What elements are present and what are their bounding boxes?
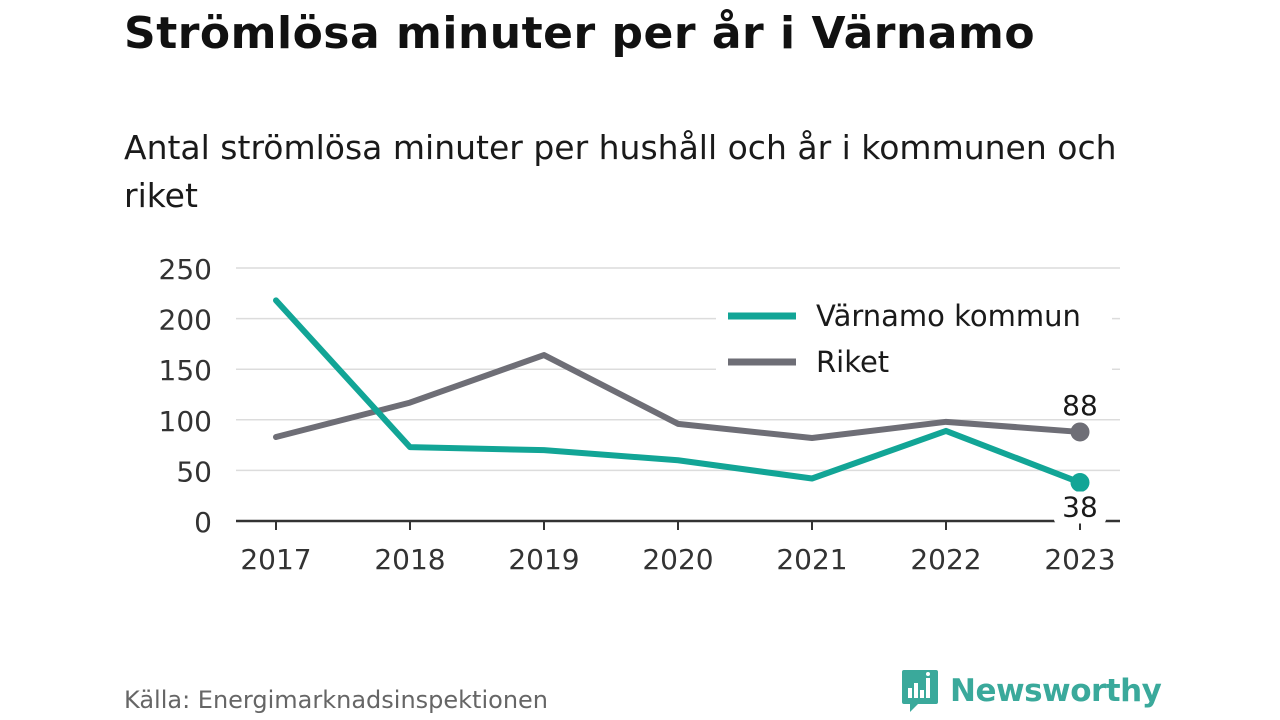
x-tick-label: 2018 [374,543,445,576]
x-tick-label: 2019 [508,543,579,576]
legend: Värnamo kommun Riket [716,292,1112,384]
y-tick-label: 250 [159,253,212,286]
source-note: Källa: Energimarknadsinspektionen [124,686,549,714]
end-label: 88 [1062,389,1098,422]
y-tick-label: 0 [194,506,212,539]
series-lines [273,297,1090,493]
y-tick-label: 50 [176,455,212,488]
end-labels: 38 88 [1054,389,1106,524]
newsworthy-logo-icon [902,670,938,712]
x-tick-label: 2023 [1044,543,1115,576]
chart-subtitle: Antal strömlösa minuter per hushåll och … [124,128,1117,215]
x-tick-label: 2022 [910,543,981,576]
y-axis-tick-labels: 0 50 100 150 200 250 [159,253,212,539]
x-tick-label: 2017 [240,543,311,576]
brand-name: Newsworthy [950,673,1162,709]
y-tick-label: 150 [159,354,212,387]
x-tick-label: 2020 [642,543,713,576]
series-end-point [1070,422,1090,442]
x-tick-label: 2021 [776,543,847,576]
series-line [273,352,1083,442]
y-tick-label: 100 [159,405,212,438]
legend-label: Värnamo kommun [816,299,1081,333]
end-label: 38 [1062,491,1098,524]
x-axis: 2017 2018 2019 2020 2021 2022 2023 [236,519,1120,576]
legend-label: Riket [816,345,889,379]
legend-background [716,292,1112,384]
series-end-point [1070,473,1090,493]
series-line [273,297,1083,486]
y-tick-label: 200 [159,304,212,337]
brand: Newsworthy [900,668,1162,714]
end-label-background [1054,491,1106,524]
chart-title: Strömlösa minuter per år i Värnamo [124,8,1036,59]
